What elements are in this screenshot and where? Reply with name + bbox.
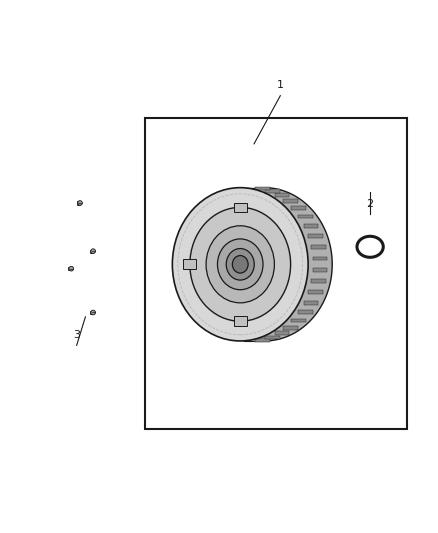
Bar xyxy=(291,319,306,322)
Bar xyxy=(255,187,270,190)
Bar xyxy=(90,249,93,253)
Bar xyxy=(90,311,93,314)
Bar xyxy=(308,235,323,238)
Bar xyxy=(275,193,289,197)
Bar xyxy=(77,201,80,205)
Text: 1: 1 xyxy=(277,80,284,91)
Polygon shape xyxy=(244,188,332,341)
Text: 2: 2 xyxy=(367,199,374,209)
Bar xyxy=(304,301,318,304)
Bar xyxy=(298,310,313,314)
Bar xyxy=(291,206,306,210)
Circle shape xyxy=(91,249,95,254)
Ellipse shape xyxy=(226,248,254,280)
Text: 3: 3 xyxy=(73,330,80,340)
Bar xyxy=(183,260,196,269)
Ellipse shape xyxy=(206,226,274,303)
Bar xyxy=(304,224,318,228)
Ellipse shape xyxy=(173,188,308,341)
Bar xyxy=(313,268,327,272)
Circle shape xyxy=(91,310,95,315)
Bar xyxy=(255,338,270,342)
Bar xyxy=(145,118,407,429)
Bar xyxy=(68,267,71,270)
Bar xyxy=(265,336,279,340)
Ellipse shape xyxy=(217,239,263,290)
Bar xyxy=(283,199,298,203)
Circle shape xyxy=(78,200,82,205)
Ellipse shape xyxy=(232,255,248,273)
Bar xyxy=(311,245,326,249)
Bar xyxy=(283,326,298,329)
Bar xyxy=(313,257,327,261)
Bar xyxy=(311,279,326,283)
Bar xyxy=(234,203,247,212)
Bar xyxy=(275,332,289,335)
Bar xyxy=(298,215,313,219)
Circle shape xyxy=(69,266,74,271)
Bar xyxy=(308,290,323,294)
Bar xyxy=(265,189,279,193)
Bar xyxy=(234,317,247,326)
Ellipse shape xyxy=(190,207,291,321)
